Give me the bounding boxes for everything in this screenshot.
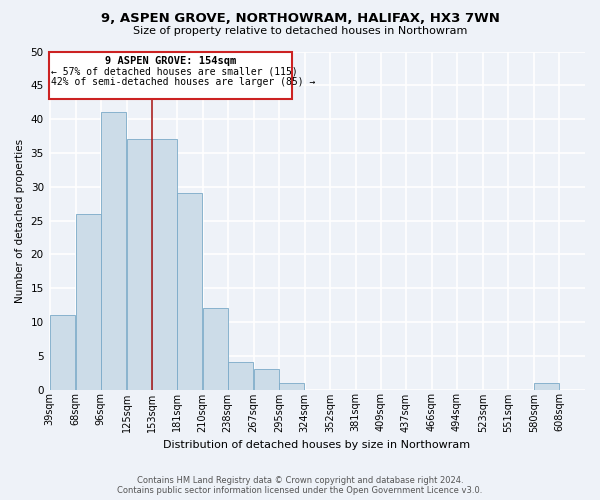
Bar xyxy=(101,112,125,390)
X-axis label: Distribution of detached houses by size in Northowram: Distribution of detached houses by size … xyxy=(163,440,470,450)
Bar xyxy=(279,383,304,390)
Bar xyxy=(228,362,253,390)
Text: 9, ASPEN GROVE, NORTHOWRAM, HALIFAX, HX3 7WN: 9, ASPEN GROVE, NORTHOWRAM, HALIFAX, HX3… xyxy=(101,12,499,26)
Bar xyxy=(127,140,152,390)
Bar xyxy=(152,140,177,390)
Bar xyxy=(254,369,279,390)
Bar xyxy=(177,194,202,390)
Bar xyxy=(50,315,74,390)
Text: Size of property relative to detached houses in Northowram: Size of property relative to detached ho… xyxy=(133,26,467,36)
Bar xyxy=(534,383,559,390)
Text: ← 57% of detached houses are smaller (115): ← 57% of detached houses are smaller (11… xyxy=(52,66,298,76)
Y-axis label: Number of detached properties: Number of detached properties xyxy=(15,138,25,302)
Text: Contains HM Land Registry data © Crown copyright and database right 2024.
Contai: Contains HM Land Registry data © Crown c… xyxy=(118,476,482,495)
Text: 9 ASPEN GROVE: 154sqm: 9 ASPEN GROVE: 154sqm xyxy=(105,56,236,66)
Bar xyxy=(76,214,101,390)
Bar xyxy=(203,308,228,390)
FancyBboxPatch shape xyxy=(49,52,292,99)
Text: 42% of semi-detached houses are larger (85) →: 42% of semi-detached houses are larger (… xyxy=(52,77,316,87)
